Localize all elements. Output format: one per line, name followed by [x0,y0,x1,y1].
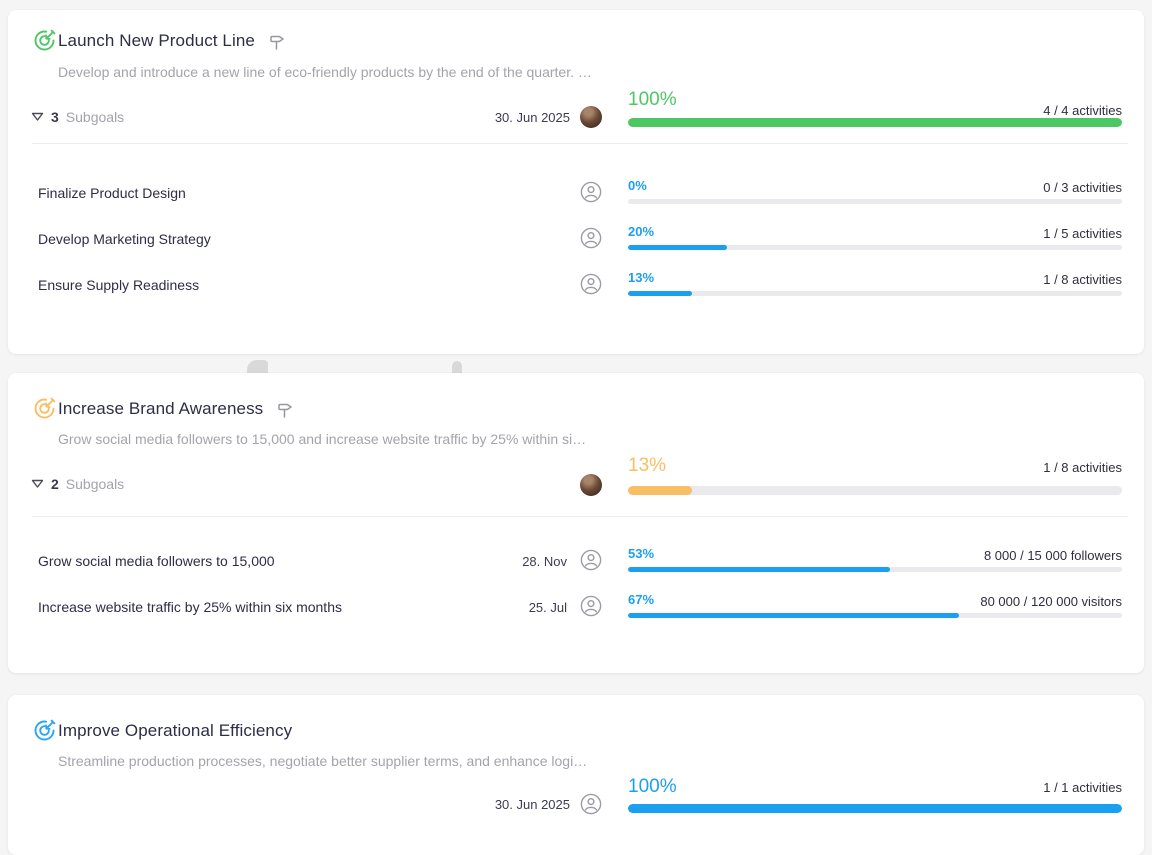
goal-progress-bar [628,804,1122,813]
subgoal-activities: 1 / 5 activities [1043,226,1122,241]
avatar[interactable] [580,106,602,128]
avatar[interactable] [580,474,602,496]
goal-activities: 1 / 1 activities [1043,780,1122,795]
subgoal-progress-bar [628,199,1122,204]
goal-progress-fill [628,118,1122,127]
subgoal-percent: 0% [628,178,647,193]
goal-description: Develop and introduce a new line of eco-… [58,64,592,80]
goal-progress-fill [628,486,693,495]
goal-card: Improve Operational Efficiency Streamlin… [8,695,1144,855]
subgoal-title[interactable]: Increase website traffic by 25% within s… [38,599,342,615]
subgoal-row[interactable]: Develop Marketing Strategy 20% 1 / 5 act… [8,218,1144,262]
subgoals-count: 3 [51,109,59,125]
goal-activities: 1 / 8 activities [1043,460,1122,475]
goal-description: Streamline production processes, negotia… [58,753,588,769]
subgoals-label: Subgoals [65,109,125,125]
goal-title[interactable]: Improve Operational Efficiency [58,721,293,740]
subgoal-row[interactable]: Ensure Supply Readiness 13% 1 / 8 activi… [8,264,1144,308]
signpost-icon[interactable] [269,33,285,51]
goal-target-icon [33,29,56,52]
subgoal-due-date: 25. Jul [528,600,567,615]
subgoal-progress-fill [628,613,959,618]
due-date: 30. Jun 2025 [494,110,570,125]
goal-activities: 4 / 4 activities [1043,103,1122,118]
subgoal-progress-fill [628,291,693,296]
subgoal-title[interactable]: Grow social media followers to 15,000 [38,553,275,569]
subgoal-row[interactable]: Finalize Product Design 0% 0 / 3 activit… [8,172,1144,216]
subgoal-progress-bar [628,291,1122,296]
subgoal-row[interactable]: Grow social media followers to 15,000 28… [8,540,1144,584]
subgoal-percent: 13% [628,270,655,285]
goal-title[interactable]: Increase Brand Awareness [58,399,264,418]
subgoal-activities: 0 / 3 activities [1043,180,1122,195]
subgoal-progress-bar [628,567,1122,572]
subgoals-label: Subgoals [65,476,125,492]
chevron-down-icon [31,112,44,122]
assignee-icon[interactable] [580,549,602,571]
goal-card: Launch New Product Line Develop and intr… [8,10,1144,354]
goal-target-icon [33,397,56,420]
subgoals-toggle[interactable]: 2 Subgoals [31,476,124,492]
divider [32,143,1128,144]
goal-card: Increase Brand Awareness Grow social med… [8,373,1144,673]
subgoal-progress-fill [628,245,727,250]
goal-percent: 13% [628,455,667,476]
subgoal-progress-bar [628,245,1122,250]
due-date: 30. Jun 2025 [494,797,570,812]
assignee-icon[interactable] [580,181,602,203]
chevron-down-icon [31,479,44,489]
subgoal-percent: 20% [628,224,655,239]
ghost-shape [452,361,462,373]
signpost-icon[interactable] [277,401,293,419]
subgoal-progress-fill [628,567,890,572]
assignee-icon[interactable] [580,595,602,617]
subgoals-count: 2 [51,476,59,492]
subgoals-toggle[interactable]: 3 Subgoals [31,109,124,125]
goal-progress-bar [628,486,1122,495]
subgoal-activities: 8 000 / 15 000 followers [983,548,1122,563]
subgoal-progress-bar [628,613,1122,618]
subgoal-activities: 80 000 / 120 000 visitors [980,594,1122,609]
subgoal-row[interactable]: Increase website traffic by 25% within s… [8,586,1144,630]
goal-title[interactable]: Launch New Product Line [58,31,255,50]
goal-percent: 100% [628,89,677,110]
goal-percent: 100% [628,776,677,797]
assignee-icon[interactable] [580,793,602,815]
subgoal-percent: 53% [628,546,655,561]
goal-target-icon [33,719,56,742]
goal-description: Grow social media followers to 15,000 an… [58,431,587,447]
goal-progress-fill [628,804,1122,813]
subgoal-percent: 67% [628,592,655,607]
subgoal-due-date: 28. Nov [522,554,567,569]
assignee-icon[interactable] [580,227,602,249]
ghost-shape [247,360,268,373]
divider [32,516,1128,517]
subgoal-activities: 1 / 8 activities [1043,272,1122,287]
goal-progress-bar [628,118,1122,127]
subgoal-title[interactable]: Finalize Product Design [38,185,186,201]
assignee-icon[interactable] [580,273,602,295]
subgoal-title[interactable]: Develop Marketing Strategy [38,231,211,247]
subgoal-title[interactable]: Ensure Supply Readiness [38,277,200,293]
